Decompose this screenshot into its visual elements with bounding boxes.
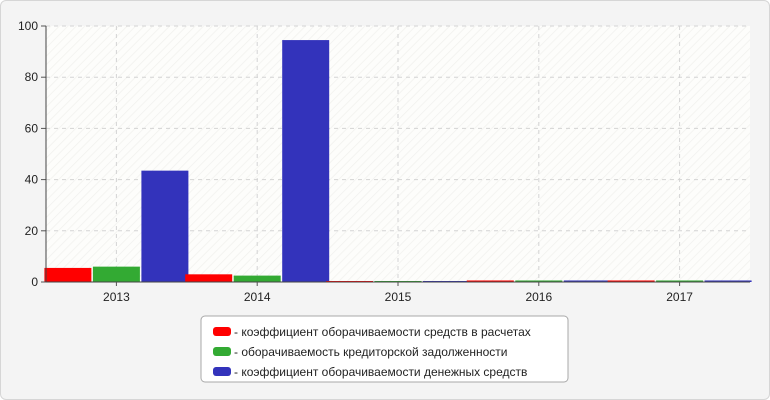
legend-label-3: - коэффициент оборачиваемости денежных с… <box>234 365 527 379</box>
x-tick-label: 2014 <box>244 290 271 304</box>
y-tick-label: 40 <box>25 173 39 187</box>
bar-2014-series-3 <box>282 40 330 282</box>
bar-2016-series-3 <box>563 280 611 282</box>
bar-2013-series-3 <box>141 170 189 282</box>
bar-2013-series-2 <box>92 266 140 282</box>
x-tick-label: 2017 <box>666 290 693 304</box>
bar-2017-series-3 <box>704 280 752 282</box>
y-tick-label: 80 <box>25 70 39 84</box>
bar-2016-series-1 <box>466 280 514 282</box>
y-tick-label: 100 <box>18 19 38 33</box>
legend-label-1: - коэффициент оборачиваемости средств в … <box>234 325 531 339</box>
legend-swatch-1 <box>213 327 231 336</box>
y-tick-label: 20 <box>25 224 39 238</box>
y-tick-label: 60 <box>25 121 39 135</box>
legend-box <box>200 315 569 383</box>
legend-swatch-2 <box>213 347 231 356</box>
x-tick-label: 2013 <box>103 290 130 304</box>
bar-2013-series-1 <box>44 267 92 282</box>
legend-label-2: - оборачиваемость кредиторской задолженн… <box>234 345 507 359</box>
x-tick-label: 2016 <box>525 290 552 304</box>
bar-2016-series-2 <box>515 280 563 282</box>
legend-swatch-3 <box>213 367 231 376</box>
bar-2014-series-1 <box>185 274 233 282</box>
bar-2017-series-2 <box>656 280 704 282</box>
y-tick-label: 0 <box>31 275 38 289</box>
bar-2017-series-1 <box>607 280 655 282</box>
bar-2014-series-2 <box>233 275 281 282</box>
x-tick-label: 2015 <box>385 290 412 304</box>
